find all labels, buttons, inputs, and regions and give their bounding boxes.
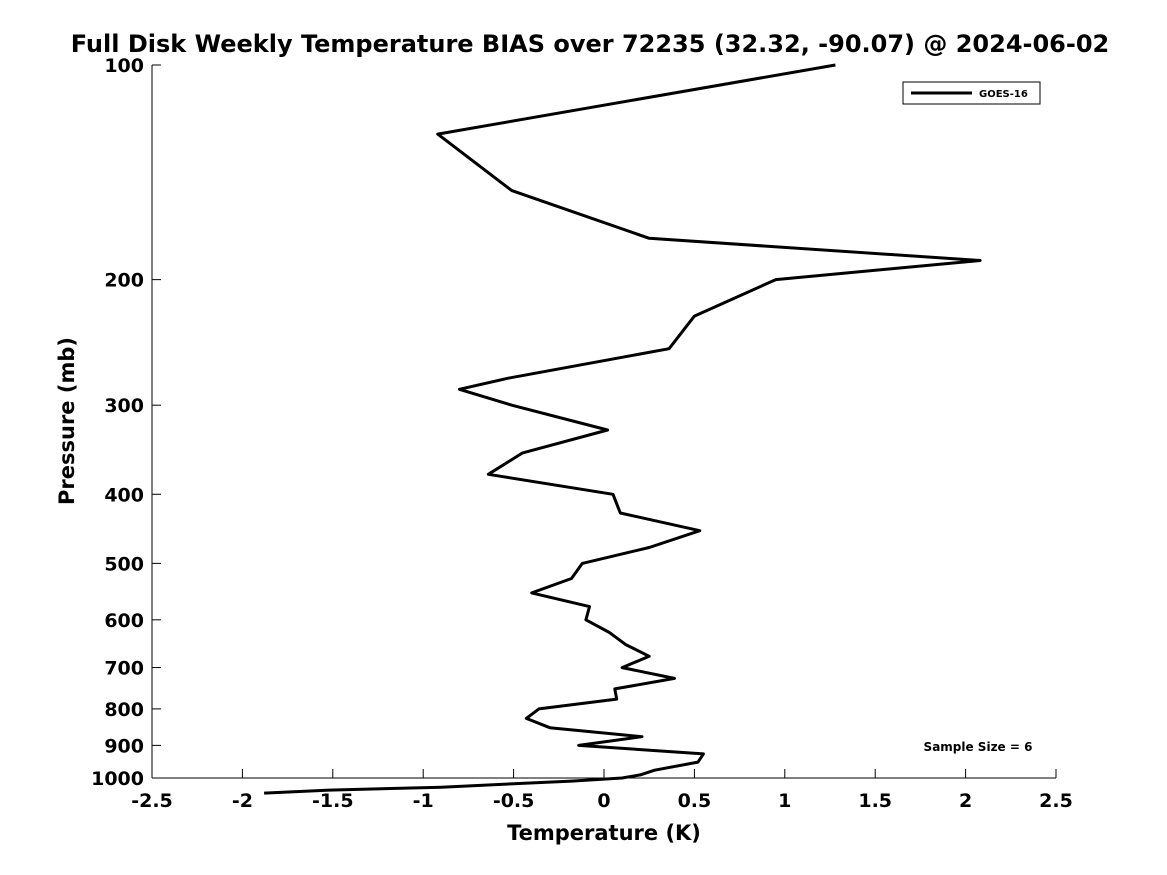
x-tick-label: -1.5 [312, 790, 354, 812]
y-ticks: 100 200 300 400 500 600 700 800 900 1000 [91, 55, 161, 790]
x-tick-label: 1.5 [858, 790, 892, 812]
y-tick-label: 700 [104, 658, 144, 680]
x-tick-label: 0.5 [678, 790, 712, 812]
y-tick-label: 800 [104, 699, 144, 721]
axes [151, 65, 1056, 779]
x-tick-label: -2.5 [131, 790, 173, 812]
y-tick-label: 400 [104, 484, 144, 506]
y-tick-label: 1000 [91, 768, 144, 790]
x-tick-label: 0 [597, 790, 610, 812]
y-tick-label: 600 [104, 610, 144, 632]
x-tick-label: 1 [778, 790, 791, 812]
y-tick-label: 300 [104, 395, 144, 417]
x-tick-label: -1 [413, 790, 434, 812]
series-line-goes-16 [264, 63, 982, 795]
x-tick-label: -2 [232, 790, 253, 812]
x-tick-label: 2 [959, 790, 972, 812]
legend: GOES-16 [902, 81, 1041, 105]
x-tick-label: -0.5 [493, 790, 535, 812]
y-tick-label: 900 [104, 735, 144, 757]
y-tick-label: 100 [104, 55, 144, 77]
y-axis-label: Pressure (mb) [55, 337, 79, 505]
x-axis-label: Temperature (K) [507, 821, 701, 845]
sample-size-annotation: Sample Size = 6 [924, 740, 1033, 754]
chart-title: Full Disk Weekly Temperature BIAS over 7… [71, 30, 1110, 58]
x-ticks: -2.5 -2 -1.5 -1 -0.5 0 0.5 1 1.5 2 2.5 [131, 769, 1073, 812]
x-tick-label: 2.5 [1039, 790, 1073, 812]
y-tick-label: 500 [104, 553, 144, 575]
y-tick-label: 200 [104, 270, 144, 292]
series-layer [264, 63, 982, 795]
legend-entry-label: GOES-16 [979, 89, 1028, 100]
